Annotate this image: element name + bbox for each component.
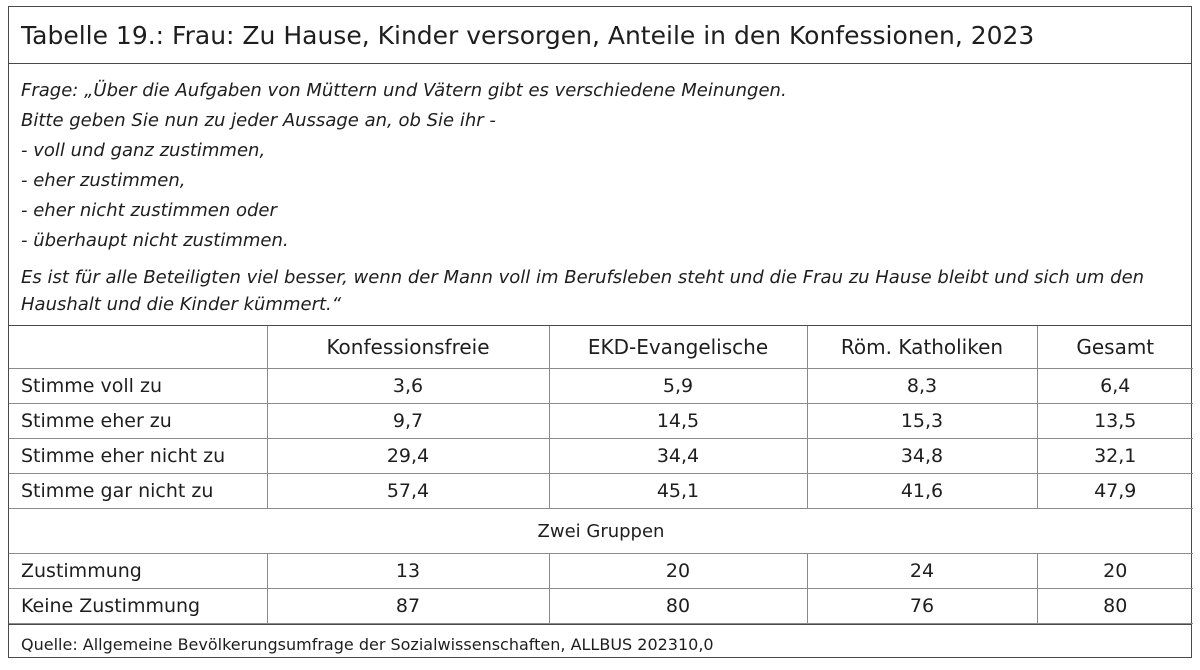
table-header-row: Konfessionsfreie EKD-Evangelische Röm. K… [9, 326, 1193, 369]
table-cell: 15,3 [806, 403, 1038, 439]
table-document: Tabelle 19.: Frau: Zu Hause, Kinder vers… [8, 6, 1193, 658]
row-label: Keine Zustimmung [9, 588, 268, 624]
question-block: Frage: „Über die Aufgaben von Müttern un… [9, 64, 1191, 326]
column-header-ekd-evangelische: EKD-Evangelische [548, 326, 808, 369]
table-cell: 13,5 [1036, 403, 1193, 439]
column-header-katholiken: Röm. Katholiken [806, 326, 1038, 369]
table-row: Stimme eher zu 9,7 14,5 15,3 13,5 [9, 403, 1193, 439]
row-label: Zustimmung [9, 553, 268, 589]
table-row: Keine Zustimmung 87 80 76 80 [9, 588, 1193, 624]
group-heading-row: Zwei Gruppen [9, 508, 1193, 554]
question-line: Frage: „Über die Aufgaben von Müttern un… [21, 80, 787, 101]
table-cell: 32,1 [1036, 438, 1193, 474]
table-row: Zustimmung 13 20 24 20 [9, 553, 1193, 589]
column-header-gesamt: Gesamt [1036, 326, 1193, 369]
table-row: Stimme voll zu 3,6 5,9 8,3 6,4 [9, 368, 1193, 404]
table-cell: 29,4 [266, 438, 550, 474]
answer-option: - eher zustimmen, [21, 170, 186, 191]
row-label: Stimme eher nicht zu [9, 438, 268, 474]
table-cell: 20 [548, 553, 808, 589]
table-cell: 3,6 [266, 368, 550, 404]
answer-option: - überhaupt nicht zustimmen. [21, 230, 289, 251]
table-cell: 14,5 [548, 403, 808, 439]
row-label: Stimme voll zu [9, 368, 268, 404]
table-cell: 76 [806, 588, 1038, 624]
row-label: Stimme gar nicht zu [9, 473, 268, 509]
table-cell: 34,4 [548, 438, 808, 474]
results-table: Konfessionsfreie EKD-Evangelische Röm. K… [9, 326, 1193, 624]
row-label: Stimme eher zu [9, 403, 268, 439]
table-cell: 47,9 [1036, 473, 1193, 509]
table-cell: 34,8 [806, 438, 1038, 474]
table-cell: 20 [1036, 553, 1193, 589]
source-note: Quelle: Allgemeine Bevölkerungsumfrage d… [9, 624, 1191, 663]
table-cell: 9,7 [266, 403, 550, 439]
table-cell: 5,9 [548, 368, 808, 404]
column-header-empty [9, 326, 268, 369]
table-cell: 57,4 [266, 473, 550, 509]
question-statement: Es ist für alle Beteiligten viel besser,… [21, 267, 1145, 315]
table-cell: 45,1 [548, 473, 808, 509]
group-heading: Zwei Gruppen [9, 508, 1193, 554]
table-row: Stimme eher nicht zu 29,4 34,4 34,8 32,1 [9, 438, 1193, 474]
table-cell: 41,6 [806, 473, 1038, 509]
table-title: Tabelle 19.: Frau: Zu Hause, Kinder vers… [9, 7, 1191, 64]
table-cell: 80 [1036, 588, 1193, 624]
answer-option: - voll und ganz zustimmen, [21, 140, 266, 161]
table-cell: 6,4 [1036, 368, 1193, 404]
table-cell: 24 [806, 553, 1038, 589]
table-cell: 13 [266, 553, 550, 589]
answer-option: - eher nicht zustimmen oder [21, 200, 277, 221]
table-row: Stimme gar nicht zu 57,4 45,1 41,6 47,9 [9, 473, 1193, 509]
column-header-konfessionsfreie: Konfessionsfreie [266, 326, 550, 369]
table-cell: 87 [266, 588, 550, 624]
table-cell: 8,3 [806, 368, 1038, 404]
table-cell: 80 [548, 588, 808, 624]
question-line: Bitte geben Sie nun zu jeder Aussage an,… [21, 110, 496, 131]
